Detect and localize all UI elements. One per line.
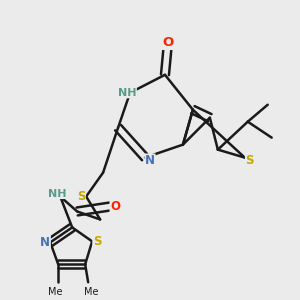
- Text: Me: Me: [48, 287, 62, 297]
- Text: S: S: [245, 154, 254, 167]
- Text: NH: NH: [118, 88, 136, 98]
- Text: O: O: [110, 200, 120, 213]
- Text: N: N: [145, 154, 155, 167]
- Text: S: S: [93, 235, 101, 248]
- Text: O: O: [162, 36, 174, 50]
- Text: N: N: [40, 236, 50, 249]
- Text: NH: NH: [48, 188, 67, 199]
- Text: Me: Me: [84, 287, 98, 297]
- Text: S: S: [77, 190, 85, 203]
